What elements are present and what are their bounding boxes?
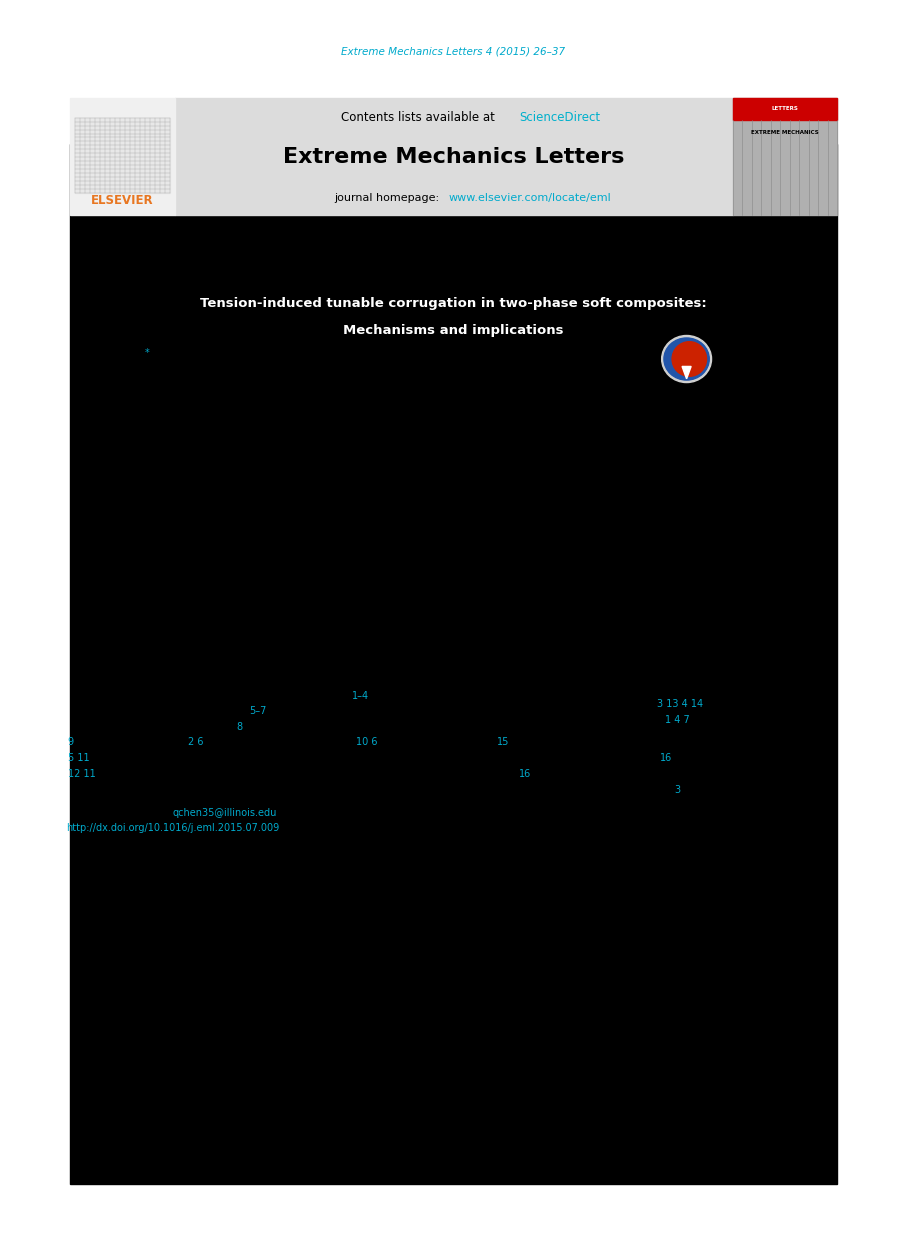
- Ellipse shape: [664, 338, 709, 380]
- Text: 2 6: 2 6: [188, 737, 203, 747]
- Text: 3 13 4 14: 3 13 4 14: [657, 699, 703, 709]
- Polygon shape: [682, 366, 691, 379]
- Text: 1–4: 1–4: [352, 691, 369, 701]
- Text: ScienceDirect: ScienceDirect: [519, 111, 600, 124]
- Text: Extreme Mechanics Letters: Extreme Mechanics Letters: [283, 146, 624, 167]
- Bar: [733, 98, 837, 215]
- Text: qchen35@illinois.edu: qchen35@illinois.edu: [172, 808, 277, 818]
- Text: 1 4 7: 1 4 7: [665, 714, 689, 725]
- Ellipse shape: [672, 342, 707, 376]
- Bar: [70, 98, 175, 215]
- Bar: [75, 118, 170, 193]
- Text: Mechanisms and implications: Mechanisms and implications: [343, 324, 564, 337]
- Text: 15: 15: [497, 737, 510, 747]
- Text: Tension-induced tunable corrugation in two-phase soft composites:: Tension-induced tunable corrugation in t…: [200, 297, 707, 310]
- Text: journal homepage:: journal homepage:: [334, 193, 443, 203]
- Text: www.elsevier.com/locate/eml: www.elsevier.com/locate/eml: [449, 193, 611, 203]
- Text: 5–7: 5–7: [249, 706, 267, 717]
- Bar: [733, 98, 837, 120]
- Text: 5 11: 5 11: [68, 753, 90, 763]
- Text: EXTREME MECHANICS: EXTREME MECHANICS: [751, 130, 819, 135]
- Text: ELSEVIER: ELSEVIER: [91, 193, 154, 207]
- Text: Extreme Mechanics Letters 4 (2015) 26–37: Extreme Mechanics Letters 4 (2015) 26–37: [341, 47, 566, 57]
- Text: *: *: [145, 348, 150, 358]
- Text: LETTERS: LETTERS: [772, 106, 798, 111]
- Text: 10 6: 10 6: [356, 737, 378, 747]
- Text: http://dx.doi.org/10.1016/j.eml.2015.07.009: http://dx.doi.org/10.1016/j.eml.2015.07.…: [66, 823, 279, 833]
- Text: Contents lists available at: Contents lists available at: [341, 111, 499, 124]
- Text: 3: 3: [675, 785, 681, 795]
- Bar: [175, 98, 733, 215]
- Text: 12 11: 12 11: [68, 769, 96, 779]
- Text: 16: 16: [660, 753, 673, 763]
- Ellipse shape: [662, 335, 712, 383]
- Text: 8: 8: [237, 722, 243, 732]
- Text: 9: 9: [67, 737, 73, 747]
- Bar: [70, 144, 837, 1184]
- Text: 16: 16: [519, 769, 532, 779]
